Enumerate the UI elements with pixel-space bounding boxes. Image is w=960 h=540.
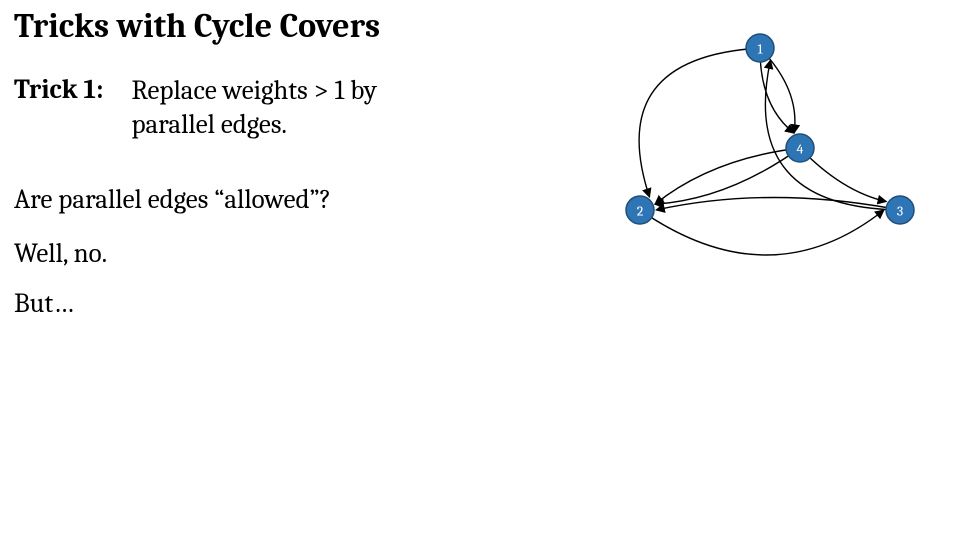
trick-row: Trick 1: Replace weights > 1 by parallel… (14, 74, 377, 142)
question-allowed: Are parallel edges “allowed”? (14, 184, 331, 215)
cycle-cover-diagram: 1423 (580, 20, 940, 280)
trick-description: Replace weights > 1 by parallel edges. (131, 74, 376, 142)
edge (655, 148, 800, 204)
answer-but: But… (14, 288, 74, 319)
answer-no: Well, no. (14, 238, 107, 269)
node-label-2: 2 (637, 203, 644, 220)
trick-label: Trick 1: (14, 74, 103, 105)
trick-desc-line1: Replace weights > 1 by (131, 75, 376, 106)
edge (655, 148, 800, 204)
slide: Tricks with Cycle Covers Trick 1: Replac… (0, 0, 960, 540)
page-title: Tricks with Cycle Covers (14, 6, 380, 46)
edge (800, 148, 886, 202)
edge (640, 210, 884, 255)
trick-desc-line2: parallel edges. (131, 109, 287, 140)
node-label-3: 3 (897, 203, 903, 220)
edges (639, 48, 900, 255)
node-label-4: 4 (797, 141, 804, 158)
edge (639, 48, 760, 197)
